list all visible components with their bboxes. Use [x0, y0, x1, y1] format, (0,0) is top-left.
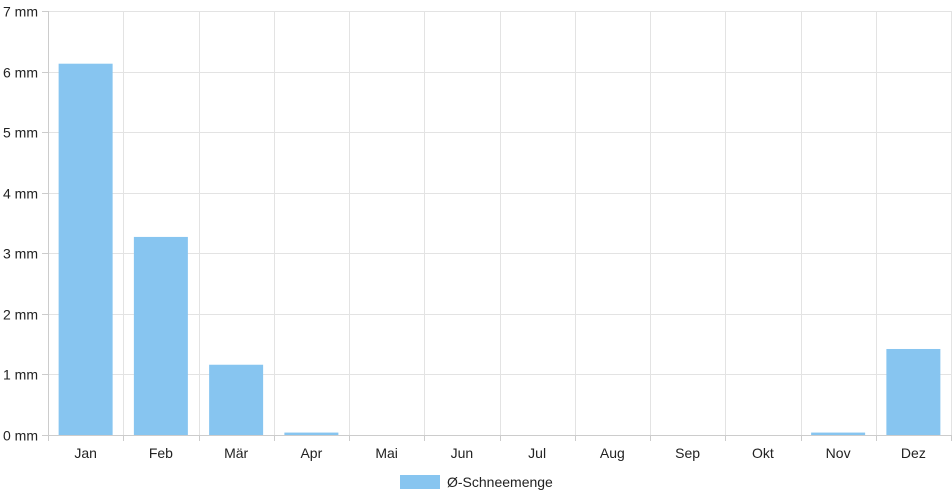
y-tick-label: 6 mm [3, 65, 38, 81]
y-tick-label: 3 mm [3, 246, 38, 262]
y-tick-label: 7 mm [3, 4, 38, 20]
x-tick-label: Nov [826, 445, 851, 461]
x-tick-label: Okt [752, 445, 774, 461]
bar-nov[interactable] [811, 432, 866, 435]
bar-mär[interactable] [209, 364, 264, 435]
legend-label: Ø-Schneemenge [447, 474, 553, 490]
grid-lines [48, 11, 952, 436]
x-tick-labels: Jan Feb Mär Apr Mai Jun Jul Aug Sep Okt Nov Dez [74, 445, 925, 461]
x-tick-label: Apr [300, 445, 322, 461]
y-tick-labels: 0 mm 1 mm 2 mm 3 mm 4 mm 5 mm 6 mm 7 mm [3, 4, 38, 444]
y-tick-label: 1 mm [3, 367, 38, 383]
bars [58, 63, 941, 435]
axes [42, 11, 952, 441]
x-tick-label: Jun [451, 445, 474, 461]
x-tick-label: Aug [600, 445, 625, 461]
x-tick-label: Mär [224, 445, 248, 461]
x-tick-label: Sep [675, 445, 700, 461]
y-tick-label: 0 mm [3, 428, 38, 444]
legend[interactable]: Ø-Schneemenge [400, 474, 553, 490]
x-tick-label: Jan [74, 445, 97, 461]
legend-swatch [400, 475, 440, 489]
x-tick-label: Feb [149, 445, 173, 461]
x-tick-label: Dez [901, 445, 926, 461]
bar-apr[interactable] [284, 432, 339, 435]
bar-jan[interactable] [58, 63, 113, 435]
y-tick-label: 4 mm [3, 186, 38, 202]
y-tick-label: 2 mm [3, 307, 38, 323]
y-tick-label: 5 mm [3, 125, 38, 141]
bar-dez[interactable] [886, 348, 941, 435]
x-tick-label: Mai [375, 445, 398, 461]
bar-feb[interactable] [133, 236, 188, 435]
x-tick-label: Jul [528, 445, 546, 461]
